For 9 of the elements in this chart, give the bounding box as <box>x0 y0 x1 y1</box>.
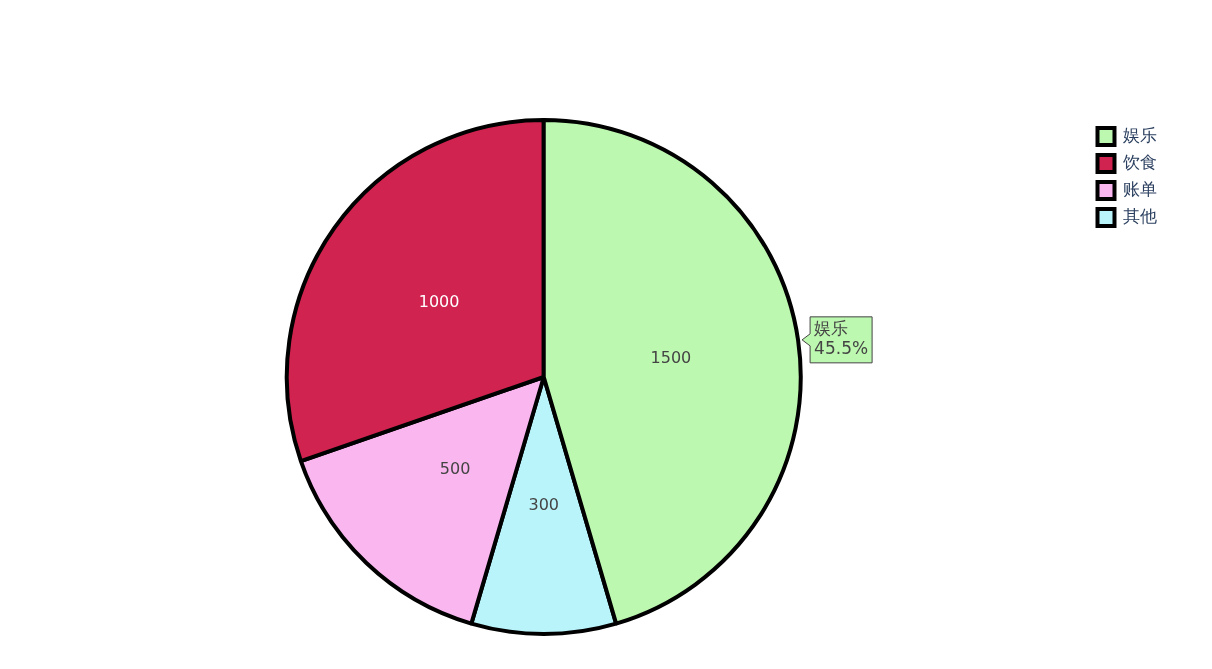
data-label: 500 <box>439 459 471 479</box>
data-label: 1000 <box>418 291 460 311</box>
legend-label: 娱乐 <box>1123 124 1157 145</box>
data-label: 1500 <box>650 347 692 367</box>
legend-label: 其他 <box>1123 205 1157 226</box>
legend-label: 账单 <box>1123 178 1157 199</box>
data-label: 300 <box>528 494 560 514</box>
text: 娱乐 45.5% <box>814 317 869 358</box>
legend-label: 饮食 <box>1122 151 1157 172</box>
